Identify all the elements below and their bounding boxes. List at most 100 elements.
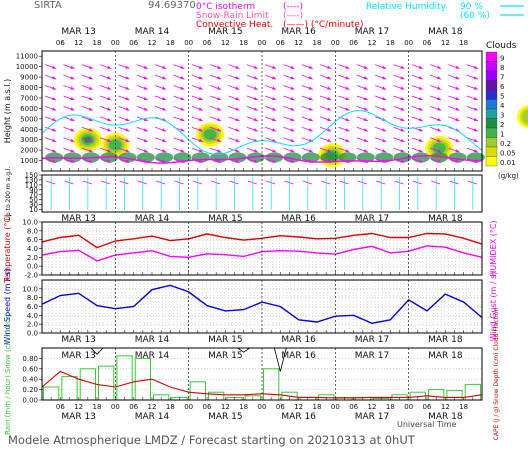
day-label: MAR 14 xyxy=(135,412,170,422)
panel-frame xyxy=(41,174,483,213)
wind-arrowhead xyxy=(345,86,350,90)
y-tick-label: 50 xyxy=(29,196,38,204)
wind-arrowhead xyxy=(327,117,332,121)
colorbar-swatch xyxy=(485,108,498,119)
day-label: MAR 13 xyxy=(61,27,96,37)
day-label: MAR 14 xyxy=(135,27,170,37)
colorbar-level: 0.2 xyxy=(500,140,511,148)
wind-arrowhead xyxy=(143,96,148,100)
wind-arrowhead xyxy=(308,128,313,132)
wind-y-label: Wind Speed (m / s) xyxy=(3,268,12,344)
day-label: MAR 16 xyxy=(281,412,316,422)
hour-label: 06 xyxy=(276,403,285,411)
wind-arrowhead xyxy=(418,128,423,132)
cape-y-label: CAPE (J / g) Snow Depth (cm) Cloud Fract… xyxy=(493,307,500,440)
wind-arrowhead xyxy=(88,149,93,153)
wind-arrowhead xyxy=(418,86,423,90)
wind-arrowhead xyxy=(437,96,442,100)
legend-left-sample: (——) (°C/minute) xyxy=(283,20,363,30)
colorbar-level: 0.01 xyxy=(500,159,516,167)
wind-arrowhead xyxy=(455,86,460,90)
fraction-dip xyxy=(237,347,250,353)
wind-arrowhead xyxy=(272,138,277,142)
wind-arrowhead xyxy=(473,65,478,69)
station-name: SIRTA xyxy=(34,0,62,11)
colorbar-level: 3 xyxy=(500,112,504,120)
y-tick-label: 3000 xyxy=(20,136,38,144)
hour-label: 12 xyxy=(148,39,157,47)
cloud-colorbar: Clouds 98 76 54 32 10.2 0.050.01 (g/kg) xyxy=(485,41,519,180)
wind-arrowhead xyxy=(345,128,350,132)
wind-arrowhead xyxy=(418,159,423,163)
wind-arrowhead xyxy=(235,96,240,100)
wind-arrowhead xyxy=(88,65,93,69)
wind-arrowhead xyxy=(455,76,460,80)
wind-arrowhead xyxy=(308,86,313,90)
wind-arrowhead xyxy=(70,159,75,163)
wind-arrowhead xyxy=(308,107,313,111)
wind-arrowhead xyxy=(418,117,423,121)
wind-arrowhead xyxy=(107,149,112,153)
station-code: 94.69370 xyxy=(148,0,196,11)
wind-arrowhead xyxy=(473,86,478,90)
legend-right-value: 90 % xyxy=(460,2,483,12)
low-wind-arrow xyxy=(284,180,294,185)
y-tick-label: 11000 xyxy=(16,53,38,61)
wind-arrowhead xyxy=(382,65,387,69)
y-tick-label: 10 xyxy=(29,206,38,214)
wind-arrowhead xyxy=(418,76,423,80)
wind-arrowhead xyxy=(162,65,167,69)
low-wind-arrow xyxy=(339,180,349,185)
hour-label: 06 xyxy=(129,403,138,411)
colorbar-swatch xyxy=(485,89,498,100)
wind-arrowhead xyxy=(198,107,203,111)
hour-label: 00 xyxy=(184,403,193,411)
hour-label: 06 xyxy=(56,39,65,47)
hour-label: 00 xyxy=(331,403,340,411)
y-tick-label: 0.80 xyxy=(22,355,38,363)
wind-arrowhead xyxy=(345,96,350,100)
wind-arrowhead xyxy=(70,65,75,69)
hour-label: 12 xyxy=(221,39,230,47)
wind-arrowhead xyxy=(382,128,387,132)
day-label: MAR 13 xyxy=(61,214,96,224)
y-tick-label: 0.60 xyxy=(22,365,38,373)
wind-arrowhead xyxy=(253,149,258,153)
wind-arrowhead xyxy=(455,159,460,163)
wind-arrowhead xyxy=(52,138,57,142)
y-tick-label: 1000 xyxy=(20,157,38,165)
wind-arrowhead xyxy=(235,65,240,69)
legend-right-value: (60 %) xyxy=(460,11,490,21)
legend-left-label: Convective Heat. xyxy=(196,20,273,30)
hour-label: 18 xyxy=(313,403,322,411)
y-tick-label: 0.20 xyxy=(22,386,38,394)
wind-arrowhead xyxy=(473,128,478,132)
wind-arrowhead xyxy=(180,107,185,111)
y-tick-label: 4.0 xyxy=(27,312,38,320)
day-label: MAR 15 xyxy=(208,351,243,361)
hour-label: 18 xyxy=(459,39,468,47)
y-tick-label: 2000 xyxy=(20,147,38,155)
colorbar-level: 7 xyxy=(500,74,504,82)
wind-arrowhead xyxy=(272,128,277,132)
wind-arrowhead xyxy=(272,117,277,121)
wind-arrowhead xyxy=(88,128,93,132)
low-wind-arrow xyxy=(174,180,184,185)
y-tick-label: 90 xyxy=(29,186,38,194)
wind-arrowhead xyxy=(198,128,203,132)
colorbar-level: 4 xyxy=(500,102,505,110)
wind-speed-panel: 0.02.04.06.08.010.0 Wind Speed (m / s) Win… xyxy=(3,268,498,345)
wind-arrowhead xyxy=(198,86,203,90)
colorbar-level: 6 xyxy=(500,83,505,91)
wind-arrowhead xyxy=(327,149,332,153)
hour-label: 12 xyxy=(368,403,377,411)
wind-arrowhead xyxy=(455,138,460,142)
day-label: MAR 17 xyxy=(355,335,390,345)
y-tick-label: 0.40 xyxy=(22,376,38,384)
wind-arrowhead xyxy=(418,149,423,153)
hour-label: 06 xyxy=(203,39,212,47)
wind-arrowhead xyxy=(308,96,313,100)
wind-arrowhead xyxy=(180,128,185,132)
wind-arrowhead xyxy=(253,65,258,69)
colorbar-level: 1 xyxy=(500,131,504,139)
